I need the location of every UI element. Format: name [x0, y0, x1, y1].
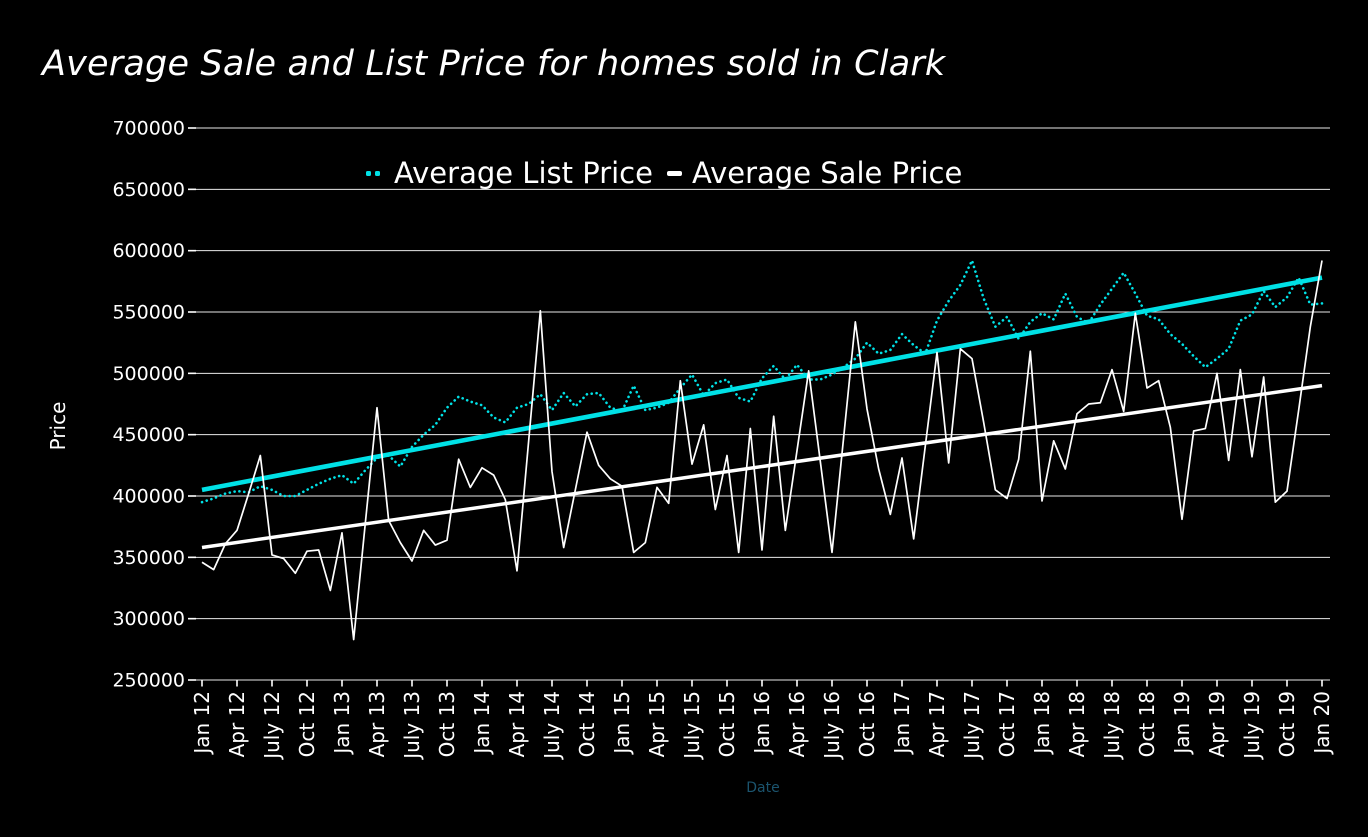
x-tick-label: July 19 [1240, 691, 1264, 761]
x-tick-label: Apr 19 [1205, 691, 1229, 757]
x-axis-label: Date [746, 780, 780, 796]
x-tick-label: Oct 12 [295, 691, 319, 757]
legend-label-list-price: Average List Price [394, 155, 653, 190]
x-tick-label: Jan 18 [1030, 691, 1054, 756]
y-tick-label: 700000 [112, 118, 185, 140]
x-tick-label: Jan 13 [330, 691, 354, 756]
chart-title: Average Sale and List Price for homes so… [42, 44, 946, 84]
y-tick-label: 550000 [112, 302, 185, 324]
x-tick-label: Oct 19 [1275, 691, 1299, 757]
x-tick-label: Apr 15 [645, 691, 669, 757]
x-tick-label: July 16 [820, 691, 844, 761]
x-tick-label: Jan 15 [610, 691, 634, 756]
x-tick-label: July 17 [960, 691, 984, 761]
sale-price-line [201, 260, 1323, 641]
sale-price-line-marker-icon [666, 170, 682, 176]
x-tick-label: Jan 14 [470, 691, 494, 756]
x-tick-label: Apr 17 [925, 691, 949, 757]
y-tick-label: 350000 [112, 547, 185, 569]
list-price-dotted-marker-icon [366, 170, 384, 176]
x-tick-label: Oct 15 [715, 691, 739, 757]
x-tick-label: July 13 [400, 691, 424, 761]
x-tick-label: July 12 [260, 691, 284, 761]
x-tick-label: Oct 18 [1135, 691, 1159, 757]
x-tick-label: Apr 13 [365, 691, 389, 757]
x-tick-label: Apr 16 [785, 691, 809, 757]
y-tick-label: 250000 [112, 670, 185, 692]
list-price-dotted-line [200, 256, 1324, 504]
x-tick-label: July 15 [680, 691, 704, 761]
x-tick-label: Jan 16 [750, 691, 774, 756]
x-tick-label: July 18 [1100, 691, 1124, 761]
legend: Average List Price Average Sale Price [366, 152, 962, 194]
x-tick-label: Oct 13 [435, 691, 459, 757]
y-tick-label: 300000 [112, 608, 185, 630]
x-tick-label: Oct 16 [855, 691, 879, 757]
x-tick-label: Jan 17 [890, 691, 914, 756]
x-tick-label: Jan 19 [1170, 691, 1194, 756]
y-tick-label: 650000 [112, 179, 185, 201]
x-tick-label: Apr 18 [1065, 691, 1089, 757]
y-tick-label: 600000 [112, 240, 185, 262]
y-tick-label: 500000 [112, 363, 185, 385]
y-axis-label: Price [46, 401, 70, 451]
x-tick-label: Apr 12 [225, 691, 249, 757]
legend-label-sale-price: Average Sale Price [691, 155, 963, 190]
sale-price-trend-line [201, 383, 1323, 550]
y-tick-label: 400000 [112, 486, 185, 508]
x-tick-label: Oct 17 [995, 691, 1019, 757]
y-tick-label: 450000 [112, 424, 185, 446]
x-tick-label: Jan 12 [190, 691, 214, 756]
x-tick-label: Jan 20 [1310, 691, 1334, 756]
x-tick-label: Apr 14 [505, 691, 529, 757]
x-tick-label: Oct 14 [575, 691, 599, 757]
x-tick-label: July 14 [540, 691, 564, 761]
